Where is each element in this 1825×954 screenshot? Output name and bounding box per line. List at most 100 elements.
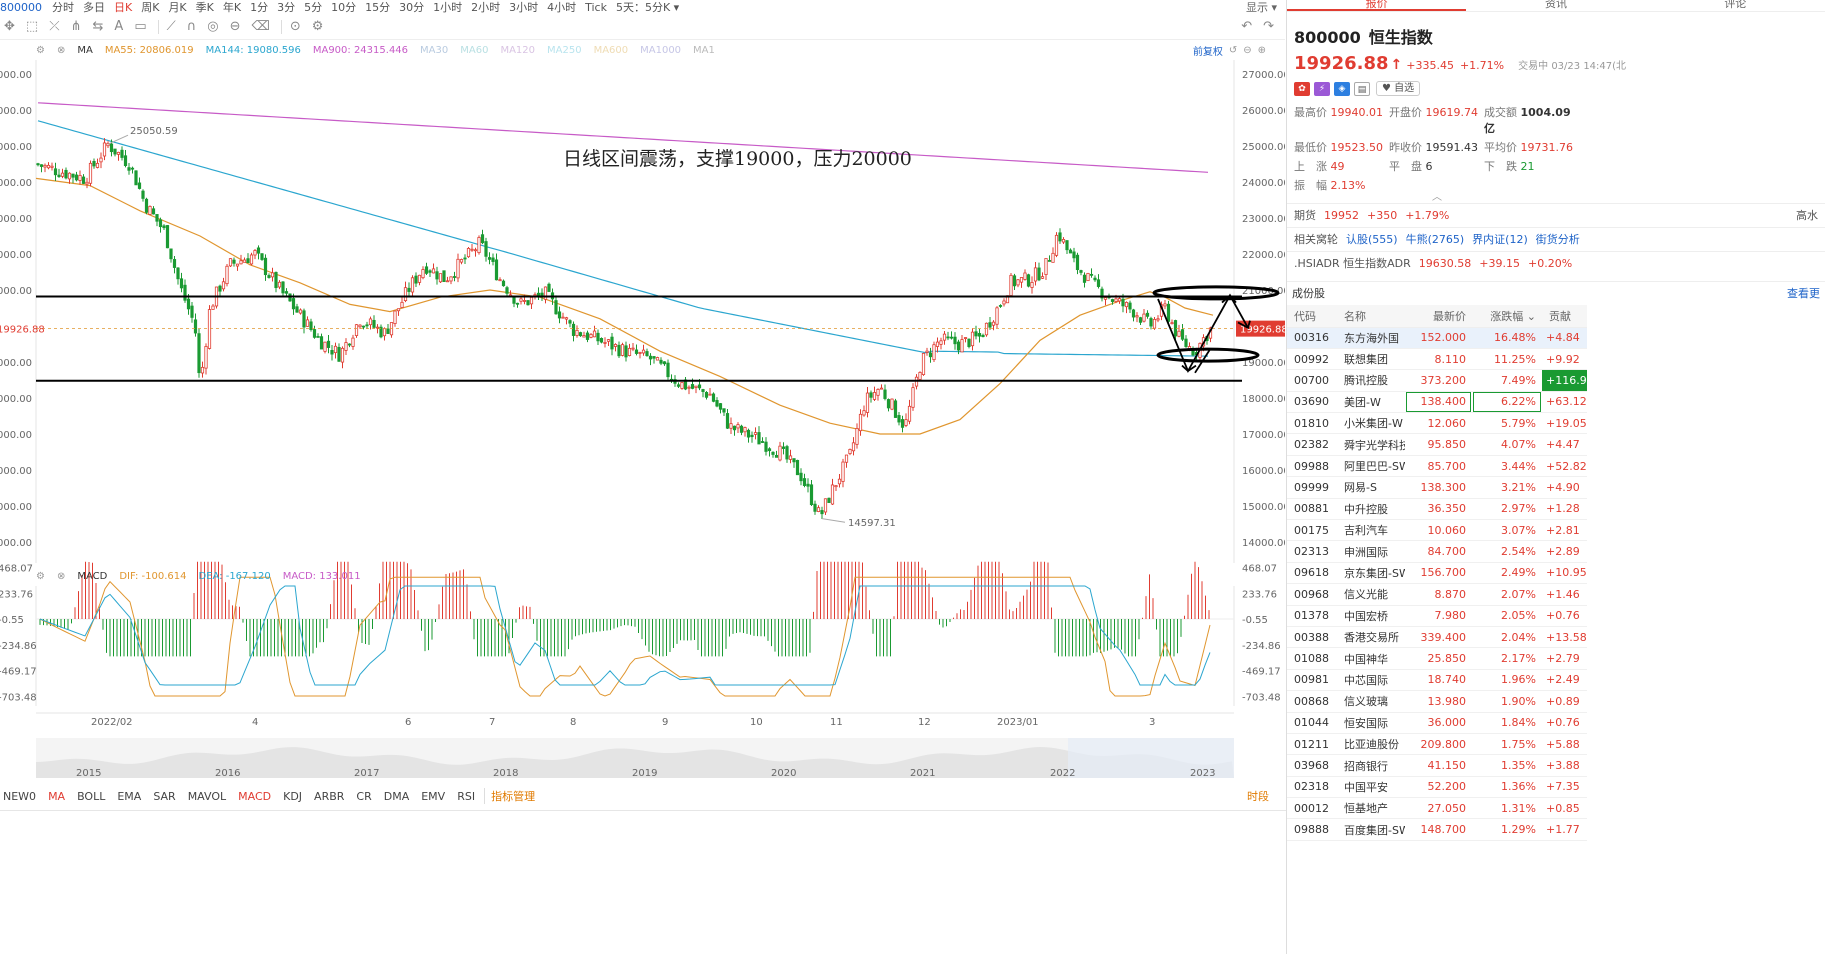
period-tab-10[interactable]: 10分 bbox=[331, 1, 357, 14]
indicator-tab-ema[interactable]: EMA bbox=[117, 789, 142, 803]
document-icon[interactable]: ▤ bbox=[1354, 81, 1370, 96]
column-header-4[interactable]: 贡献 bbox=[1542, 305, 1587, 328]
constituent-row[interactable]: 00968 信义光能 8.870 2.07% +1.46 bbox=[1287, 583, 1587, 606]
chart-area[interactable]: 27000.00 000.00 26000.00 000.00 25000.00 000.… bbox=[0, 56, 1285, 786]
tab-news[interactable]: 资讯 bbox=[1544, 0, 1567, 10]
futures-line[interactable]: 期货 19952 +350 +1.79% 高水 bbox=[1287, 203, 1825, 227]
ma-inactive-2[interactable]: MA120 bbox=[500, 44, 535, 56]
period-tab-14[interactable]: 2小时 bbox=[471, 1, 501, 14]
indicator-tab-sar[interactable]: SAR bbox=[153, 789, 176, 803]
tab-quote[interactable]: 报价 bbox=[1287, 0, 1467, 11]
indicator-tab-rsi[interactable]: RSI bbox=[457, 789, 476, 803]
legend-settings-icon[interactable]: ⚙ bbox=[36, 44, 45, 56]
warrants-cbbc-link[interactable]: 牛熊(2765) bbox=[1405, 233, 1465, 246]
period-tab-4[interactable]: 月K bbox=[168, 1, 187, 14]
timeshare-button[interactable]: 时段 bbox=[1247, 790, 1269, 803]
move-icon[interactable]: ⇆ bbox=[92, 19, 104, 34]
add-watchlist-button[interactable]: ♥ 自选 bbox=[1376, 81, 1421, 96]
tab-comments[interactable]: 评论 bbox=[1724, 0, 1747, 10]
period-tab-15[interactable]: 3小时 bbox=[509, 1, 539, 14]
visibility-icon[interactable]: ⊙ bbox=[289, 19, 301, 34]
constituent-row[interactable]: 09888 百度集团-SW 148.700 1.29% +1.77 bbox=[1287, 818, 1587, 841]
period-tab-12[interactable]: 30分 bbox=[399, 1, 425, 14]
indicator-tab-ma[interactable]: MA bbox=[48, 789, 66, 803]
adjust-restore-button[interactable]: 前复权 bbox=[1192, 46, 1223, 58]
period-tab-0[interactable]: 分时 bbox=[52, 1, 74, 14]
adr-line[interactable]: .HSIADR 恒生指数ADR 19630.58 +39.15 +0.20% bbox=[1287, 251, 1825, 275]
period-tab-16[interactable]: 4小时 bbox=[547, 1, 577, 14]
column-header-2[interactable]: 最新价 bbox=[1405, 305, 1472, 328]
price-panel[interactable]: 27000.00 000.00 26000.00 000.00 25000.00 000.… bbox=[0, 60, 1285, 728]
warrants-inline-link[interactable]: 界内证(12) bbox=[1472, 233, 1528, 246]
ma-inactive-5[interactable]: MA1000 bbox=[640, 44, 682, 56]
period-tab-7[interactable]: 1分 bbox=[250, 1, 269, 14]
legend-close-icon[interactable]: ⊗ bbox=[56, 44, 66, 56]
period-tab-13[interactable]: 1小时 bbox=[433, 1, 463, 14]
ma-label[interactable]: MA bbox=[77, 44, 93, 56]
chart-undo-icon[interactable]: ↺ bbox=[1228, 44, 1238, 56]
indicator-manage-button[interactable]: 指标管理 bbox=[484, 788, 544, 804]
lock-icon[interactable]: ⊖ bbox=[229, 19, 241, 34]
indicator-tab-boll[interactable]: BOLL bbox=[77, 789, 106, 803]
crosshair-icon[interactable]: ✥ bbox=[4, 19, 15, 34]
constituent-row[interactable]: 00868 信义玻璃 13.980 1.90% +0.89 bbox=[1287, 690, 1587, 713]
constituent-row[interactable]: 00388 香港交易所 339.400 2.04% +13.58 bbox=[1287, 626, 1587, 649]
macd-settings-icon[interactable]: ⚙ bbox=[36, 570, 45, 582]
constituent-row[interactable]: 00012 恒基地产 27.050 1.31% +0.85 bbox=[1287, 797, 1587, 820]
period-tab-18[interactable]: 5天：5分K ▾ bbox=[615, 1, 680, 14]
chart-zoom-in-icon[interactable]: ⊕ bbox=[1257, 44, 1266, 56]
indicator-tab-kdj[interactable]: KDJ bbox=[283, 789, 303, 803]
indicator-tab-macd[interactable]: MACD bbox=[238, 789, 272, 803]
connect-icon[interactable]: ⚡ bbox=[1314, 81, 1330, 96]
period-tab-3[interactable]: 周K bbox=[141, 1, 160, 14]
tag-icon[interactable]: ◈ bbox=[1334, 81, 1350, 96]
magnet-icon[interactable]: ∩ bbox=[186, 19, 197, 34]
constituent-row[interactable]: 09988 阿里巴巴-SW 85.700 3.44% +52.82 bbox=[1287, 455, 1587, 478]
ma-inactive-4[interactable]: MA600 bbox=[593, 44, 629, 56]
indicator-tab-emv[interactable]: EMV bbox=[421, 789, 446, 803]
display-dropdown[interactable]: 显示 ▾ bbox=[1245, 1, 1277, 14]
indicator-tab-new0[interactable]: NEW0 bbox=[3, 789, 37, 803]
overview-panel[interactable]: 2015 2016 2017 2018 2019 2020 2021 2022 2023 bbox=[36, 738, 1234, 779]
select-box-icon[interactable]: ⬚ bbox=[25, 19, 39, 34]
comment-icon[interactable]: ▭ bbox=[134, 19, 147, 34]
indicator-tab-mavol[interactable]: MAVOL bbox=[187, 789, 227, 803]
constituent-row[interactable]: 02318 中国平安 52.200 1.36% +7.35 bbox=[1287, 776, 1587, 799]
column-header-3[interactable]: 涨跌幅 ⌄ bbox=[1472, 305, 1542, 328]
constituent-row[interactable]: 00175 吉利汽车 10.060 3.07% +2.81 bbox=[1287, 519, 1587, 542]
constituent-row[interactable]: 00316 东方海外国 152.000 16.48% +4.84 bbox=[1287, 327, 1587, 349]
constituent-row[interactable]: 03968 招商银行 41.150 1.35% +3.88 bbox=[1287, 754, 1587, 777]
constituent-row[interactable]: 02313 申洲国际 84.700 2.54% +2.89 bbox=[1287, 540, 1587, 563]
constituent-row[interactable]: 09999 网易-S 138.300 3.21% +4.90 bbox=[1287, 476, 1587, 499]
constituent-row[interactable]: 02382 舜宇光学科技 95.850 4.07% +4.47 bbox=[1287, 433, 1587, 456]
eye-icon[interactable]: ◎ bbox=[207, 19, 219, 34]
ma-inactive-1[interactable]: MA60 bbox=[460, 44, 489, 56]
text-icon[interactable]: A bbox=[114, 19, 124, 34]
constituent-row[interactable]: 01810 小米集团-W 12.060 5.79% +19.05 bbox=[1287, 412, 1587, 435]
constituent-row[interactable]: 01088 中国神华 25.850 2.17% +2.79 bbox=[1287, 647, 1587, 670]
warrants-analysis-link[interactable]: 街货分析 bbox=[1535, 233, 1580, 246]
period-tab-11[interactable]: 15分 bbox=[365, 1, 391, 14]
constituent-row[interactable]: 09618 京东集团-SW 156.700 2.49% +10.95 bbox=[1287, 562, 1587, 585]
ma-inactive-3[interactable]: MA250 bbox=[547, 44, 582, 56]
ma-inactive-0[interactable]: MA30 bbox=[420, 44, 449, 56]
undo-icon[interactable]: ↶ bbox=[1241, 19, 1253, 34]
period-tab-6[interactable]: 年K bbox=[222, 1, 242, 14]
ma-inactive-6[interactable]: MA1 bbox=[693, 44, 715, 56]
period-tab-8[interactable]: 3分 bbox=[277, 1, 296, 14]
column-header-1[interactable]: 名称 bbox=[1337, 305, 1405, 328]
period-tab-5[interactable]: 季K bbox=[195, 1, 214, 14]
constituent-row[interactable]: 00981 中芯国际 18.740 1.96% +2.49 bbox=[1287, 669, 1587, 692]
chart-zoom-out-icon[interactable]: ⊖ bbox=[1243, 44, 1252, 56]
constituent-row[interactable]: 01044 恒安国际 36.000 1.84% +0.76 bbox=[1287, 712, 1587, 734]
fork-icon[interactable]: ⋔ bbox=[70, 19, 82, 34]
collapse-chevron-icon[interactable]: ︿ bbox=[1432, 192, 1442, 203]
constituent-row[interactable]: 01378 中国宏桥 7.980 2.05% +0.76 bbox=[1287, 605, 1587, 627]
indicator-tab-arbr[interactable]: ARBR bbox=[314, 789, 345, 803]
column-header-0[interactable]: 代码 bbox=[1287, 305, 1337, 328]
constituent-row[interactable]: 00992 联想集团 8.110 11.25% +9.92 bbox=[1287, 348, 1587, 371]
constituents-more-link[interactable]: 查看更 bbox=[1787, 287, 1820, 300]
period-tab-9[interactable]: 5分 bbox=[304, 1, 323, 14]
macd-label[interactable]: MACD bbox=[77, 570, 108, 582]
